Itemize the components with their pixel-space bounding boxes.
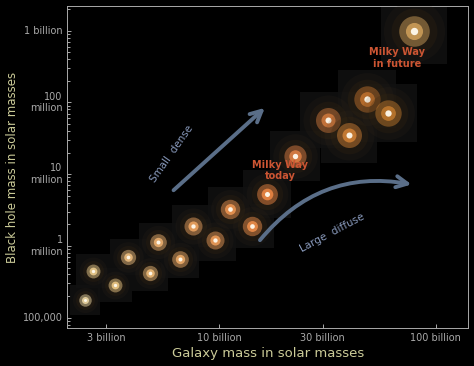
Text: Small  dense: Small dense [148,124,195,184]
Text: Milky Way
in future: Milky Way in future [369,47,425,69]
Y-axis label: Black hole mass in solar masses: Black hole mass in solar masses [6,71,18,262]
Text: Large  diffuse: Large diffuse [298,212,366,254]
Text: Milky Way
today: Milky Way today [252,160,308,182]
X-axis label: Galaxy mass in solar masses: Galaxy mass in solar masses [172,347,364,361]
